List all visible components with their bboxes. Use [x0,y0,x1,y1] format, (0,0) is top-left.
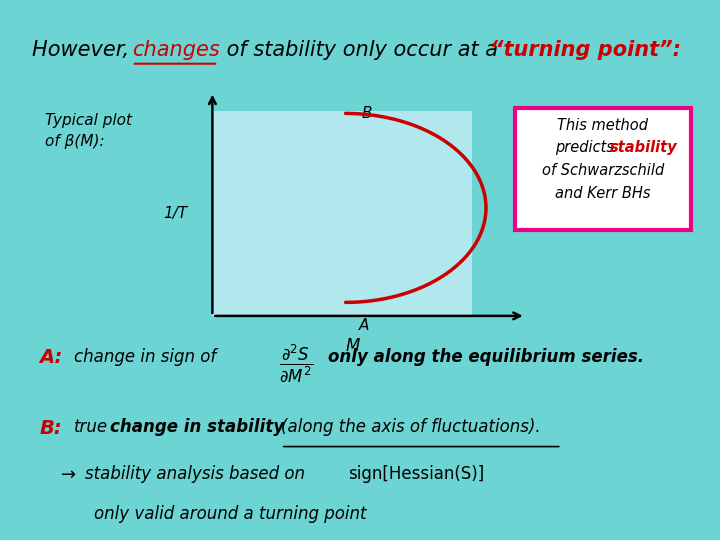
Bar [515,108,691,230]
Text: stability analysis based on: stability analysis based on [85,465,305,483]
Text: only valid around a turning point: only valid around a turning point [94,505,366,523]
Text: of Schwarzschild: of Schwarzschild [542,163,664,178]
Text: →: → [61,465,76,483]
Text: and Kerr BHs: and Kerr BHs [555,186,651,201]
Text: “turning point”:: “turning point”: [490,40,680,60]
Text: changes: changes [132,40,220,60]
Text: A: A [359,318,369,333]
Text: 1/T: 1/T [163,206,187,221]
Text: $\dfrac{\partial^2 S}{\partial M^2}$: $\dfrac{\partial^2 S}{\partial M^2}$ [279,343,313,384]
Text: B: B [361,106,372,121]
Text: This method: This method [557,118,649,133]
Text: However,: However, [32,40,136,60]
Text: A:: A: [40,348,63,367]
Bar [212,111,472,316]
Text: B:: B: [40,418,62,437]
Text: Typical plot
of β(M):: Typical plot of β(M): [45,113,132,150]
Text: of stability only occur at a: of stability only occur at a [220,40,505,60]
Text: stability: stability [611,140,678,156]
Text: M: M [346,336,360,355]
Text: true: true [74,418,108,436]
Text: change in stability: change in stability [110,418,284,436]
Text: sign[Hessian(S)]: sign[Hessian(S)] [348,465,485,483]
Text: change in sign of: change in sign of [74,348,217,366]
Text: predicts: predicts [556,140,614,156]
Text: only along the equilibrium series.: only along the equilibrium series. [328,348,644,366]
Text: (along the axis of fluctuations).: (along the axis of fluctuations). [281,418,541,436]
